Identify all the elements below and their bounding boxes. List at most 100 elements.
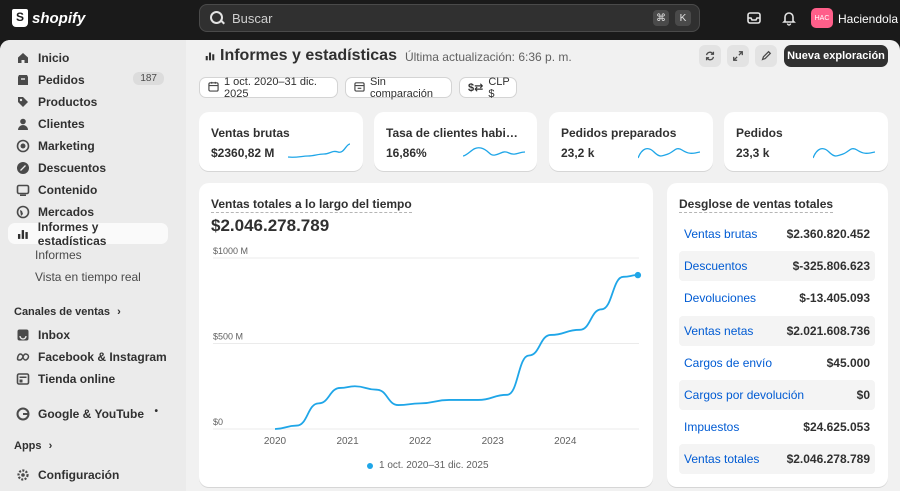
breakdown-row-value: $-325.806.623 — [792, 259, 870, 274]
breakdown-row[interactable]: Descuentos $-325.806.623 — [679, 251, 875, 282]
breakdown-row-label[interactable]: Impuestos — [684, 420, 740, 435]
fullscreen-button[interactable] — [727, 45, 749, 67]
breakdown-row[interactable]: Devoluciones $-13.405.093 — [679, 283, 875, 313]
x-tick-label: 2022 — [409, 436, 432, 447]
currency-label: CLP $ — [488, 75, 510, 100]
sidebar-subitem-informes[interactable]: Informes — [35, 248, 82, 262]
pencil-icon — [761, 50, 772, 61]
x-tick-label: 2023 — [482, 436, 505, 447]
main-content: Informes y estadísticas Última actualiza… — [186, 40, 900, 491]
content-icon — [16, 184, 30, 196]
sidebar-item-label: Descuentos — [38, 160, 107, 175]
series-end-point[interactable] — [634, 271, 642, 279]
sidebar-item-google-youtube[interactable]: Google & YouTube • — [8, 403, 168, 424]
breakdown-row-label[interactable]: Descuentos — [684, 259, 748, 274]
y-tick-label: $1000 M — [213, 246, 248, 256]
refresh-button[interactable] — [699, 45, 721, 67]
kpi-card-tasa-clientes[interactable]: Tasa de clientes habituales 16,86% — [374, 112, 537, 171]
gear-icon — [17, 468, 29, 481]
breakdown-row-label[interactable]: Cargos de envío — [684, 355, 773, 370]
breakdown-row-label[interactable]: Devoluciones — [684, 291, 757, 306]
store-icon — [16, 372, 30, 385]
sidebar-item-tienda-online[interactable]: Tienda online — [8, 368, 168, 389]
sidebar-item-mercados[interactable]: Mercados — [8, 201, 168, 222]
x-tick-label: 2024 — [554, 436, 577, 447]
kpi-sparkline — [463, 147, 525, 157]
breakdown-row-value: $-13.405.093 — [799, 291, 870, 306]
search-input[interactable]: Buscar — [232, 10, 273, 26]
store-name[interactable]: Haciendola — [838, 12, 899, 26]
kpi-value: 23,2 k — [561, 146, 595, 160]
discount-icon — [17, 161, 29, 174]
inbox-tray-icon[interactable] — [746, 10, 762, 26]
breakdown-row-label[interactable]: Ventas totales — [684, 452, 760, 467]
page-title: Informes y estadísticas — [220, 47, 397, 64]
inbox-icon — [17, 329, 29, 340]
breakdown-row-label[interactable]: Ventas brutas — [684, 227, 758, 241]
sidebar-item-label: Clientes — [38, 116, 85, 131]
series-line[interactable] — [274, 274, 638, 430]
meta-icon — [16, 352, 30, 361]
sidebar-item-descuentos[interactable]: Descuentos — [8, 157, 168, 178]
breakdown-title[interactable]: Desglose de ventas totales — [679, 197, 834, 213]
breakdown-row-label[interactable]: Ventas netas — [684, 323, 754, 338]
chart-icon — [17, 229, 28, 239]
channels-header-label: Canales de ventas — [14, 306, 110, 318]
bell-icon[interactable] — [781, 10, 797, 26]
sidebar-item-inicio[interactable]: Inicio — [8, 47, 168, 68]
shopify-logo[interactable]: shopify — [12, 9, 85, 27]
sidebar-item-inbox[interactable]: Inbox — [8, 324, 168, 345]
avatar[interactable]: HAC — [811, 8, 833, 28]
breakdown-row[interactable]: Impuestos $24.625.053 — [679, 412, 875, 442]
date-range-picker[interactable]: 1 oct. 2020–31 dic. 2025 — [199, 76, 338, 100]
sidebar-item-label: Pedidos — [38, 72, 85, 87]
kpi-card-pedidos[interactable]: Pedidos 23,3 k — [724, 112, 888, 171]
sidebar-item-configuracion[interactable]: Configuración — [8, 464, 168, 485]
sidebar-item-label: Informes y estadísticas — [37, 219, 107, 248]
kpi-value: 23,3 k — [736, 146, 770, 160]
breakdown-row[interactable]: Cargos de envío $45.000 — [679, 348, 875, 378]
sidebar-subitem-vista-tiempo-real[interactable]: Vista en tiempo real — [35, 270, 141, 284]
channels-header[interactable]: Canales de ventas › — [14, 306, 121, 318]
breakdown-row-label[interactable]: Cargos por devolución — [684, 388, 805, 402]
kpi-card-pedidos-preparados[interactable]: Pedidos preparados 23,2 k — [549, 112, 713, 171]
sidebar-item-label: Marketing — [38, 138, 95, 153]
search-icon — [210, 11, 224, 25]
sales-line-chart[interactable]: $1000 M $500 M $0 2020 2021 2022 2023 2024 — [199, 240, 653, 450]
sidebar-item-productos[interactable]: Productos — [8, 91, 168, 112]
chart-title[interactable]: Ventas totales a lo largo del tiempo — [211, 197, 412, 213]
chart-legend[interactable]: 1 oct. 2020–31 dic. 2025 — [367, 460, 489, 471]
sidebar-item-contenido[interactable]: Contenido — [8, 179, 168, 200]
sidebar-item-pedidos[interactable]: Pedidos 187 — [8, 69, 168, 90]
currency-picker[interactable]: $⇄ CLP $ — [459, 75, 517, 100]
chart-total-value: $2.046.278.789 — [211, 216, 330, 235]
kpi-card-ventas-brutas[interactable]: Ventas brutas $2360,82 M — [199, 112, 363, 171]
sidebar-item-facebook-instagram[interactable]: Facebook & Instagram — [8, 346, 168, 367]
chevron-right-icon: › — [117, 306, 121, 318]
logo-text: shopify — [32, 9, 86, 27]
x-tick-label: 2021 — [336, 436, 359, 447]
kpi-title: Tasa de clientes habituales — [386, 126, 521, 140]
breakdown-row[interactable]: Cargos por devolución $0 — [679, 380, 875, 410]
sidebar-item-marketing[interactable]: Marketing — [8, 135, 168, 156]
kpi-title: Pedidos — [736, 126, 783, 140]
compare-calendar-icon — [354, 81, 365, 95]
apps-header[interactable]: Apps › — [14, 440, 52, 452]
sidebar-item-clientes[interactable]: Clientes — [8, 113, 168, 134]
target-icon — [16, 139, 30, 152]
comparison-label: Sin comparación — [370, 75, 433, 100]
kpi-title: Ventas brutas — [211, 126, 290, 140]
breakdown-row[interactable]: Ventas brutas $2.360.820.452 — [679, 219, 875, 249]
search-bar[interactable]: Buscar ⌘ K — [199, 4, 700, 32]
kpi-sparkline — [288, 143, 350, 158]
sidebar: Inicio Pedidos 187 Productos Clientes Ma… — [0, 40, 186, 491]
edit-button[interactable] — [755, 45, 777, 67]
sidebar-item-informes-estadisticas[interactable]: Informes y estadísticas — [8, 220, 168, 248]
new-exploration-button[interactable]: Nueva exploración — [784, 45, 888, 67]
sidebar-item-label: Inbox — [38, 327, 70, 342]
breakdown-row[interactable]: Ventas netas $2.021.608.736 — [679, 315, 875, 346]
person-icon — [18, 118, 28, 130]
breakdown-row[interactable]: Ventas totales $2.046.278.789 — [679, 444, 875, 475]
comparison-picker[interactable]: Sin comparación — [345, 75, 452, 100]
sidebar-item-label: Tienda online — [38, 371, 116, 386]
